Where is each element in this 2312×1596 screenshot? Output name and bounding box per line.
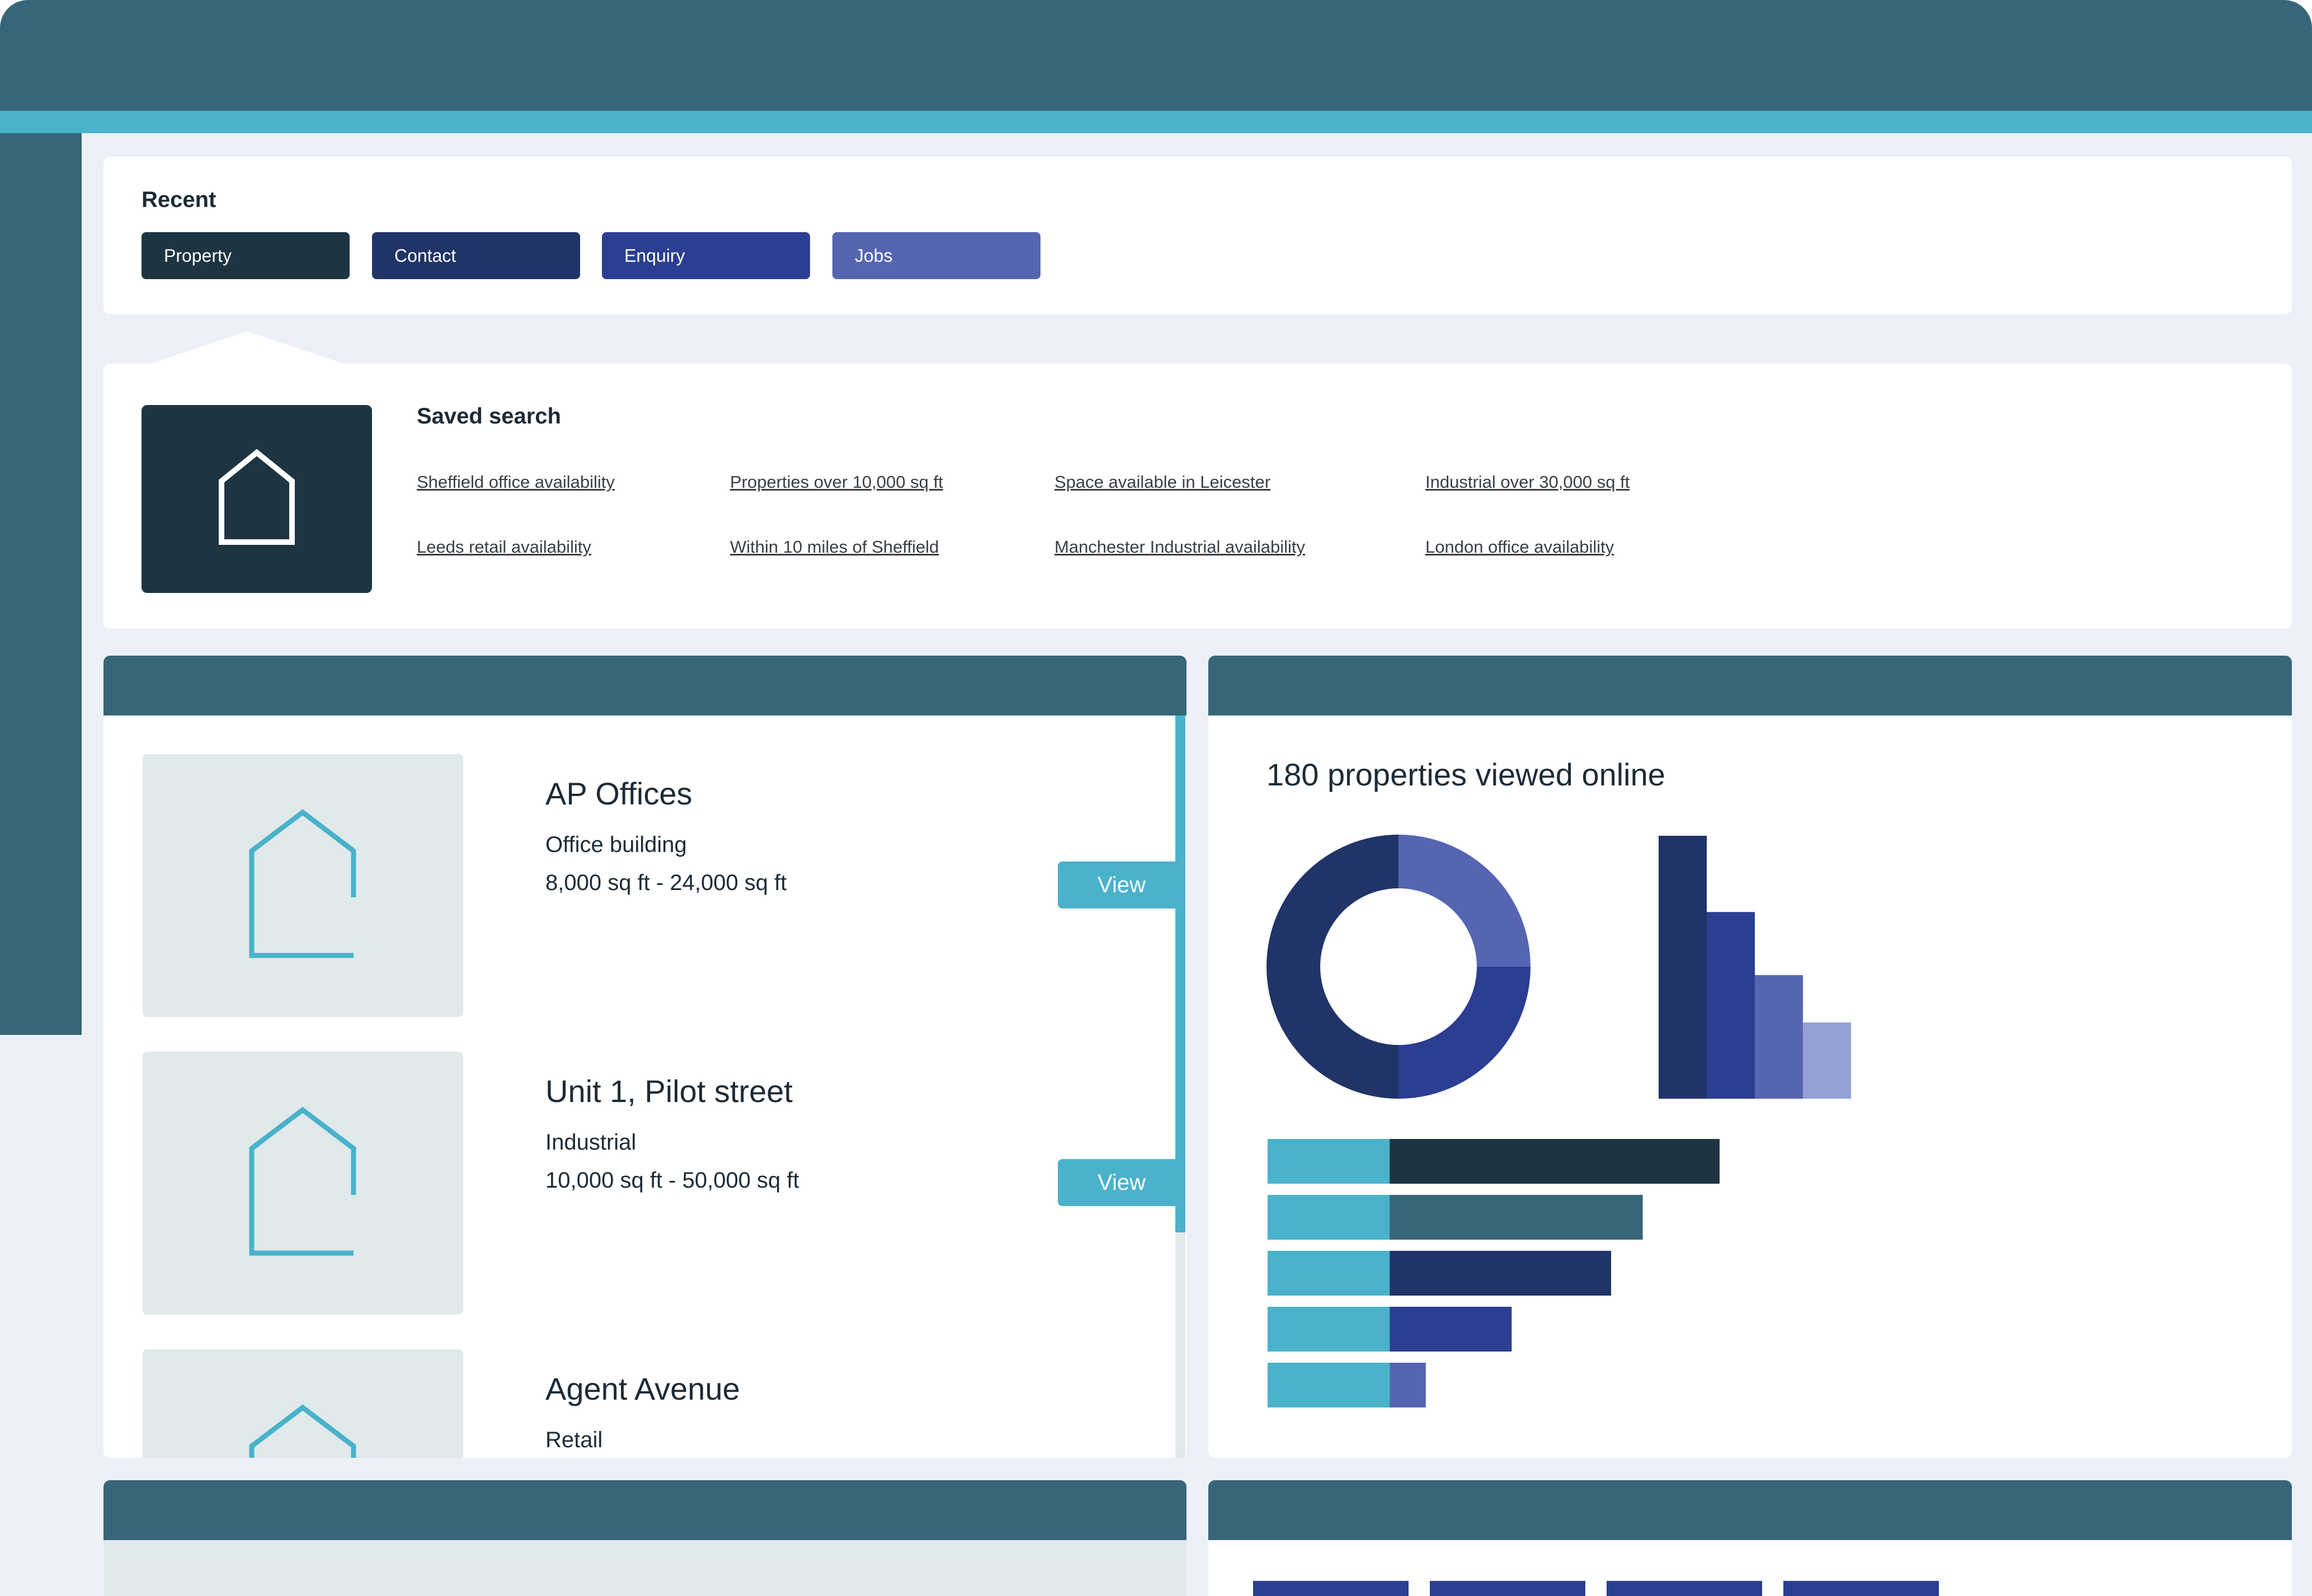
- bar: [1755, 975, 1803, 1099]
- property-list-panel: AP Offices Office building 8,000 sq ft -…: [103, 656, 1186, 1458]
- house-icon: [249, 1107, 356, 1256]
- panel-header: [103, 1480, 1186, 1540]
- saved-search-link[interactable]: Within 10 miles of Sheffield: [730, 537, 939, 557]
- bar-segment: [1268, 1251, 1390, 1296]
- bar-segment: [1390, 1307, 1512, 1352]
- accent-strip: [0, 111, 2312, 133]
- bar: [1607, 1581, 1762, 1596]
- property-title: Unit 1, Pilot street: [545, 1074, 793, 1109]
- donut-slice: [1266, 835, 1398, 1099]
- bar-segment: [1390, 1251, 1612, 1296]
- property-type: Industrial: [545, 1130, 637, 1155]
- property-thumbnail: [143, 754, 463, 1017]
- sidebar: [0, 133, 82, 1035]
- bar: [1707, 912, 1755, 1099]
- saved-search-thumbnail: [142, 405, 372, 593]
- bar-segment: [1390, 1139, 1720, 1184]
- bar-segment: [1268, 1139, 1390, 1184]
- house-icon: [249, 809, 356, 958]
- saved-search-link[interactable]: Manchester Industrial availability: [1054, 537, 1305, 557]
- top-header-bar: [0, 0, 2312, 111]
- property-size: 8,000 sq ft - 24,000 sq ft: [545, 870, 787, 895]
- bar: [1253, 1581, 1409, 1596]
- bar: [1430, 1581, 1585, 1596]
- view-button[interactable]: View: [1058, 1159, 1185, 1206]
- donut-slice: [1398, 835, 1531, 967]
- charts-area: [1266, 835, 1851, 1407]
- saved-search-heading: Saved search: [417, 404, 561, 429]
- bar: [1659, 836, 1707, 1099]
- house-icon: [249, 1404, 356, 1458]
- panel-header: [1208, 1480, 2292, 1540]
- list-item: Unit 1, Pilot street Industrial 10,000 s…: [143, 1052, 1185, 1315]
- property-type: Retail: [545, 1428, 603, 1452]
- saved-search-link[interactable]: Industrial over 30,000 sq ft: [1425, 472, 1630, 492]
- property-title: AP Offices: [545, 776, 693, 811]
- saved-search-link[interactable]: Space available in Leicester: [1054, 472, 1271, 492]
- bar-segment: [1390, 1363, 1426, 1407]
- recent-tab-property[interactable]: Property: [142, 232, 350, 279]
- property-title: Agent Avenue: [545, 1371, 740, 1406]
- property-size: 10,000 sq ft - 50,000 sq ft: [545, 1168, 799, 1193]
- recent-tab-jobs[interactable]: Jobs: [832, 232, 1040, 279]
- bar: [1803, 1022, 1851, 1099]
- panel-header: [103, 656, 1186, 715]
- bar-segment: [1268, 1307, 1390, 1352]
- saved-search-link[interactable]: London office availability: [1425, 537, 1614, 557]
- saved-search-link[interactable]: Leeds retail availability: [417, 537, 591, 557]
- bar-segment: [1390, 1195, 1643, 1240]
- recent-tab-contact[interactable]: Contact: [372, 232, 580, 279]
- panel-content: [103, 1540, 1186, 1596]
- property-thumbnail: [143, 1349, 463, 1458]
- property-type: Office building: [545, 832, 687, 857]
- saved-search-card: Saved search Sheffield office availabili…: [103, 364, 2292, 629]
- panel-header: [1208, 656, 2292, 715]
- list-item: AP Offices Office building 8,000 sq ft -…: [143, 754, 1185, 1017]
- recent-heading: Recent: [142, 187, 216, 212]
- stats-panel: 180 properties viewed online: [1208, 656, 2292, 1458]
- bottom-right-panel: [1208, 1480, 2292, 1596]
- bar-segment: [1268, 1363, 1390, 1407]
- chart-title: 180 properties viewed online: [1266, 757, 1665, 792]
- scrollbar-thumb[interactable]: [1175, 715, 1185, 1232]
- recent-tab-enquiry[interactable]: Enquiry: [602, 232, 810, 279]
- bar: [1783, 1581, 1939, 1596]
- saved-search-link[interactable]: Sheffield office availability: [417, 472, 615, 492]
- bar-segment: [1268, 1195, 1390, 1240]
- house-icon: [219, 449, 295, 545]
- list-item: Agent Avenue Retail: [143, 1349, 1138, 1458]
- property-thumbnail: [143, 1052, 463, 1315]
- saved-search-link[interactable]: Properties over 10,000 sq ft: [730, 472, 943, 492]
- active-tab-pointer: [148, 331, 347, 365]
- donut-slice: [1398, 967, 1531, 1099]
- bottom-left-panel: [103, 1480, 1186, 1596]
- recent-card: Recent Property Contact Enquiry Jobs: [103, 157, 2292, 314]
- view-button[interactable]: View: [1058, 861, 1185, 908]
